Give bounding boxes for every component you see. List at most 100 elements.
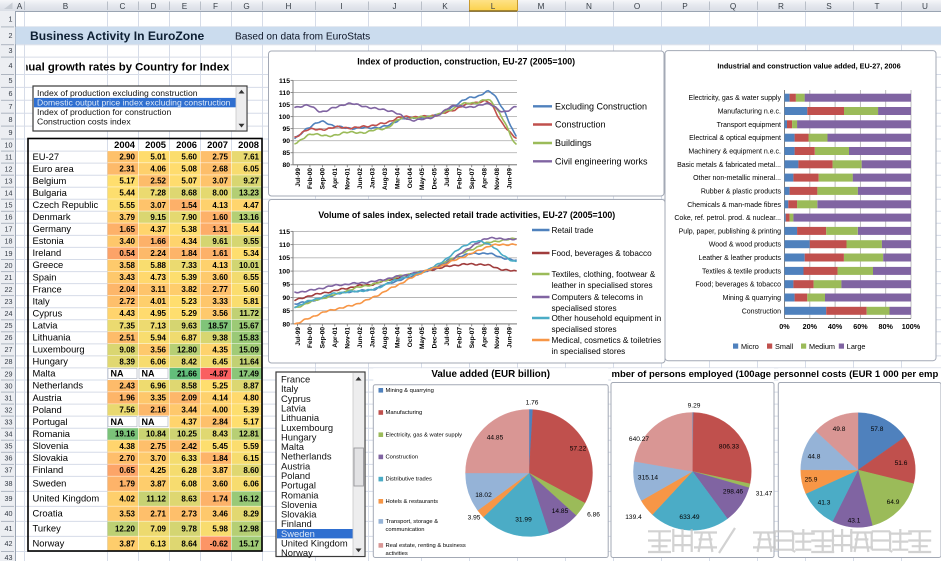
svg-text:3.35: 3.35	[150, 394, 166, 403]
svg-text:3.44: 3.44	[181, 406, 197, 415]
svg-text:Portugal: Portugal	[33, 416, 68, 427]
svg-text:I: I	[340, 2, 342, 11]
svg-text:6: 6	[9, 89, 13, 98]
svg-text:2.90: 2.90	[119, 153, 135, 162]
svg-text:S: S	[826, 2, 832, 11]
svg-text:7.28: 7.28	[150, 189, 166, 198]
svg-text:4.25: 4.25	[150, 466, 166, 475]
svg-text:3.07: 3.07	[150, 201, 166, 210]
svg-text:Netherlands: Netherlands	[33, 380, 84, 391]
svg-text:139.4: 139.4	[625, 514, 642, 521]
svg-text:57.22: 57.22	[570, 446, 587, 453]
svg-text:Slovenia: Slovenia	[281, 499, 318, 510]
svg-text:3.46: 3.46	[212, 509, 228, 518]
svg-text:Greece: Greece	[33, 259, 64, 270]
svg-text:5.60: 5.60	[181, 153, 197, 162]
svg-text:Turkey: Turkey	[33, 523, 62, 534]
svg-text:Industrial and construction va: Industrial and construction value added,…	[717, 62, 900, 71]
svg-text:Q: Q	[730, 2, 736, 11]
svg-text:315.14: 315.14	[638, 475, 659, 482]
svg-text:Construction: Construction	[386, 455, 419, 461]
svg-text:43: 43	[5, 553, 13, 561]
svg-text:6.15: 6.15	[243, 454, 259, 463]
svg-text:Chemicals & man-made fibres: Chemicals & man-made fibres	[687, 202, 781, 209]
svg-text:7.13: 7.13	[150, 321, 166, 330]
svg-text:Sweden: Sweden	[281, 528, 315, 539]
svg-text:49.8: 49.8	[833, 426, 846, 433]
svg-text:NA: NA	[142, 369, 155, 379]
svg-text:4.37: 4.37	[181, 418, 197, 427]
svg-text:7.56: 7.56	[119, 406, 135, 415]
svg-text:2.75: 2.75	[150, 442, 166, 451]
svg-text:4.06: 4.06	[150, 165, 166, 174]
svg-text:2.68: 2.68	[212, 165, 228, 174]
svg-text:3.40: 3.40	[119, 237, 135, 246]
svg-text:Index of production excluding: Index of production excluding constructi…	[37, 88, 198, 98]
svg-text:20%: 20%	[803, 322, 818, 331]
svg-text:Jan-03: Jan-03	[369, 168, 376, 189]
svg-text:100: 100	[279, 114, 291, 121]
svg-text:9.78: 9.78	[181, 524, 197, 533]
svg-text:NA: NA	[111, 417, 124, 427]
svg-text:13.16: 13.16	[239, 213, 260, 222]
svg-text:3.95: 3.95	[468, 515, 481, 522]
svg-text:5.39: 5.39	[181, 273, 197, 282]
svg-text:Nov-08: Nov-08	[494, 168, 501, 190]
svg-text:15.17: 15.17	[239, 540, 260, 549]
svg-text:2.73: 2.73	[181, 509, 197, 518]
svg-text:2.77: 2.77	[212, 285, 228, 294]
svg-text:Nov-08: Nov-08	[494, 327, 501, 349]
svg-text:806.33: 806.33	[719, 444, 740, 451]
svg-text:Slovakia: Slovakia	[281, 509, 317, 520]
svg-text:25: 25	[5, 321, 13, 330]
svg-text:5.25: 5.25	[212, 382, 228, 391]
svg-text:19.16: 19.16	[115, 430, 136, 439]
svg-text:activities: activities	[386, 551, 408, 557]
svg-text:8: 8	[9, 115, 13, 124]
svg-text:15: 15	[5, 201, 13, 210]
svg-text:80%: 80%	[879, 322, 894, 331]
svg-text:43.1: 43.1	[848, 518, 861, 525]
svg-text:3.56: 3.56	[212, 309, 228, 318]
svg-text:5.07: 5.07	[181, 177, 197, 186]
svg-text:May-05: May-05	[419, 327, 426, 349]
svg-text:1.65: 1.65	[119, 225, 135, 234]
svg-text:105: 105	[279, 102, 291, 109]
svg-text:EU-27: EU-27	[33, 151, 60, 162]
svg-text:7.35: 7.35	[119, 321, 135, 330]
svg-text:12.81: 12.81	[239, 430, 260, 439]
svg-text:Feb-00: Feb-00	[307, 327, 314, 348]
svg-text:110: 110	[279, 242, 290, 249]
svg-text:85: 85	[282, 150, 290, 157]
svg-text:7.61: 7.61	[243, 153, 259, 162]
svg-text:1.79: 1.79	[119, 479, 135, 488]
svg-text:1.74: 1.74	[212, 494, 228, 503]
svg-text:2004: 2004	[114, 139, 136, 150]
svg-text:United Kingdom: United Kingdom	[33, 493, 100, 504]
svg-text:Excluding Construction: Excluding Construction	[555, 102, 647, 112]
svg-text:Apr-08: Apr-08	[481, 168, 488, 189]
svg-text:Jan-03: Jan-03	[369, 327, 376, 348]
svg-text:Manufacturing: Manufacturing	[386, 410, 423, 416]
svg-text:Nov-01: Nov-01	[345, 168, 352, 190]
svg-text:Romania: Romania	[33, 428, 71, 439]
svg-text:Oct-04: Oct-04	[407, 168, 414, 189]
svg-text:leather in specialised stores: leather in specialised stores	[552, 281, 653, 290]
svg-text:5.88: 5.88	[150, 261, 166, 270]
svg-text:Distributive trades: Distributive trades	[386, 477, 432, 483]
svg-text:Poland: Poland	[33, 404, 62, 415]
svg-text:33: 33	[5, 418, 13, 427]
svg-text:Electricity, gas & water suppl: Electricity, gas & water supply	[689, 95, 782, 102]
svg-text:15.83: 15.83	[239, 333, 260, 342]
svg-text:11.72: 11.72	[239, 309, 259, 318]
svg-text:10.25: 10.25	[177, 430, 198, 439]
svg-text:Electrical & optical equipment: Electrical & optical equipment	[689, 135, 781, 142]
svg-text:80: 80	[282, 321, 290, 328]
svg-text:United Kingdom: United Kingdom	[281, 538, 348, 549]
svg-text:Medical, cosmetics & toiletrie: Medical, cosmetics & toiletries	[552, 336, 662, 345]
svg-text:90: 90	[282, 295, 290, 302]
svg-text:-0.62: -0.62	[210, 540, 229, 549]
svg-text:Hotels & restaurants: Hotels & restaurants	[386, 499, 439, 505]
svg-text:Ireland: Ireland	[33, 247, 62, 258]
svg-text:5.34: 5.34	[243, 249, 259, 258]
